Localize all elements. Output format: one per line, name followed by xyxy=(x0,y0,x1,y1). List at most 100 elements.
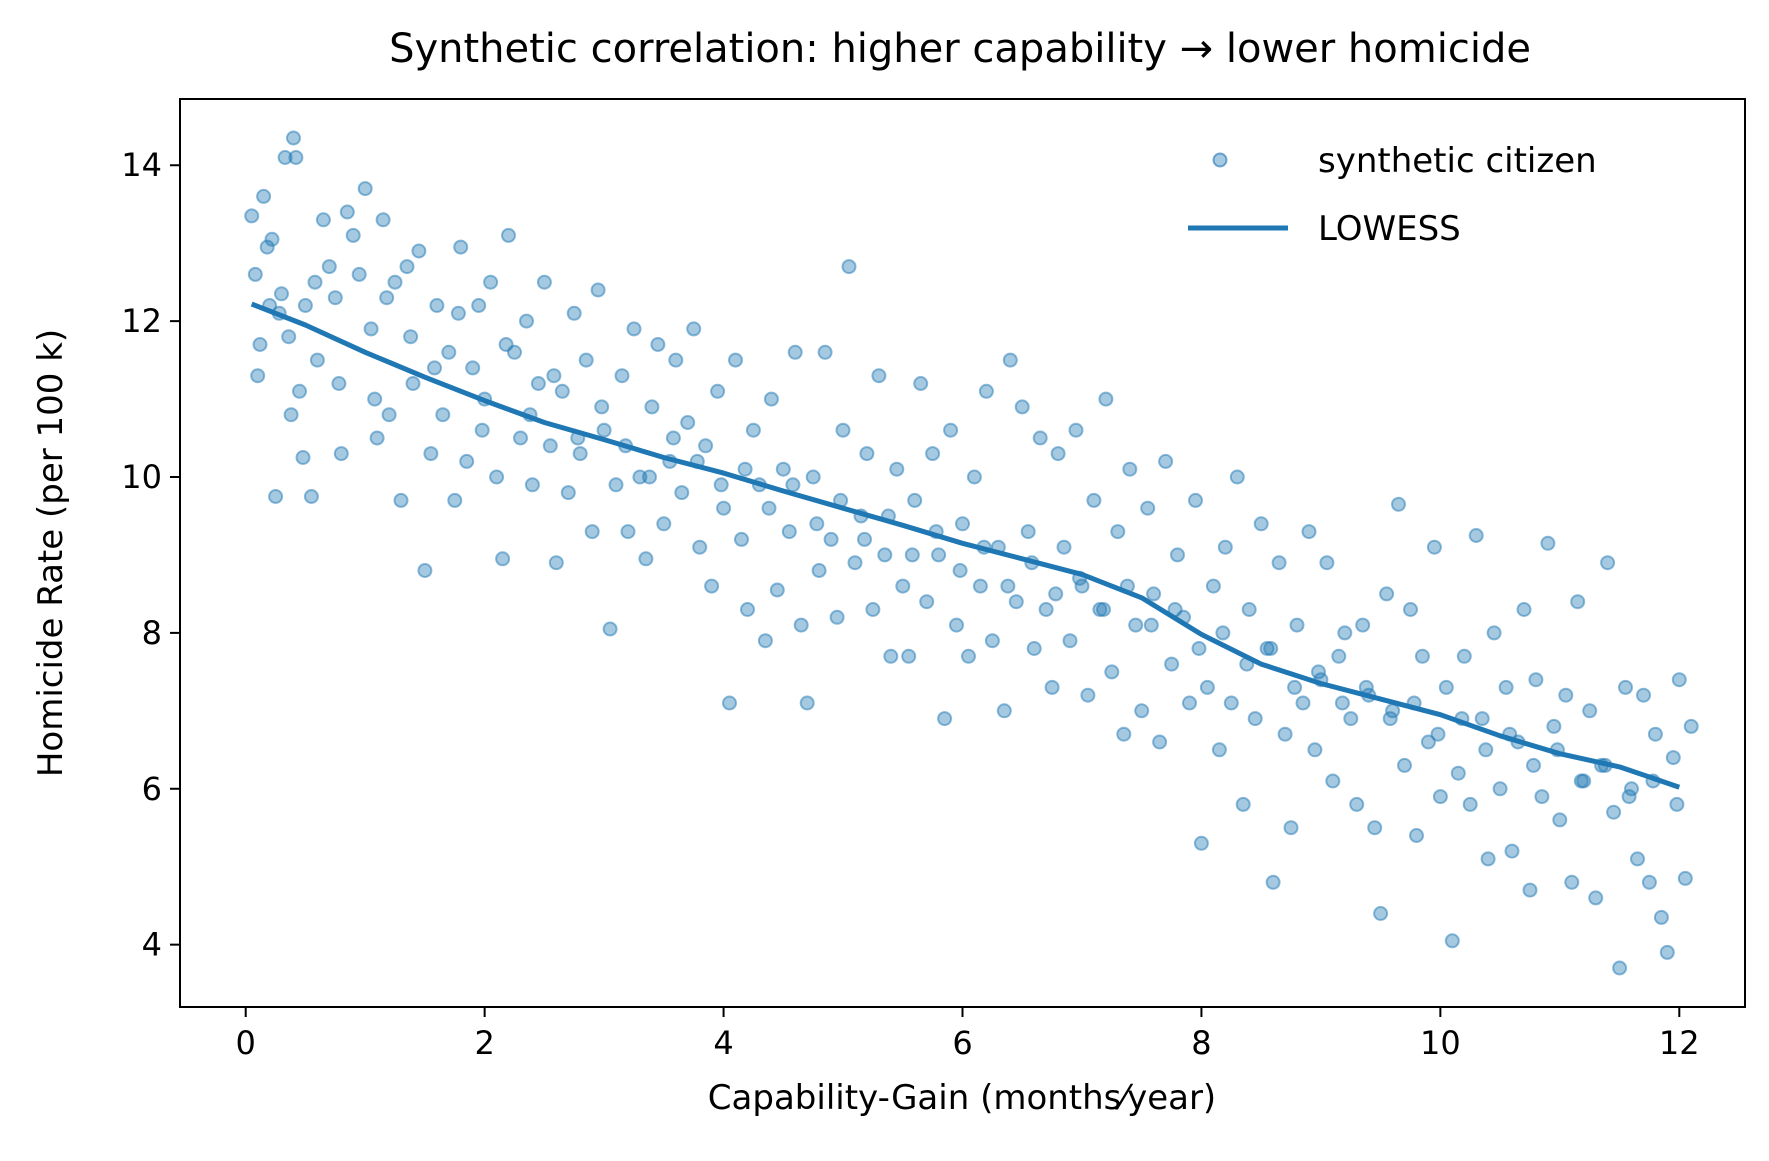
scatter-point xyxy=(327,290,343,306)
scatter-point xyxy=(427,360,442,376)
scatter-point xyxy=(1379,586,1395,602)
scatter-point xyxy=(841,259,857,275)
scatter-point xyxy=(1122,461,1138,477)
x-tick-label: 8 xyxy=(1191,1024,1211,1062)
legend: synthetic citizen LOWESS xyxy=(1188,141,1597,249)
scatter-point xyxy=(566,305,582,321)
scatter-point xyxy=(435,407,451,423)
scatter-point xyxy=(1621,789,1637,805)
scatter-point xyxy=(1480,851,1496,867)
scatter-point xyxy=(1552,812,1568,828)
scatter-point xyxy=(1528,672,1544,688)
scatter-point xyxy=(1217,539,1233,555)
scatter-point xyxy=(952,563,968,578)
scatter-point xyxy=(925,446,941,462)
scatter-point xyxy=(1128,617,1144,633)
scatter-point xyxy=(381,407,397,423)
scatter-point xyxy=(403,329,419,345)
scatter-point xyxy=(799,695,815,711)
x-tick-label: 4 xyxy=(713,1024,733,1062)
scatter-point xyxy=(333,446,349,462)
scatter-point xyxy=(913,376,929,391)
scatter-point xyxy=(1014,399,1030,415)
scatter-point xyxy=(1307,742,1323,758)
scatter-point xyxy=(483,274,499,290)
y-tick-label: 14 xyxy=(121,146,162,184)
scatter-point xyxy=(1636,687,1651,703)
scatter-point xyxy=(602,621,618,637)
scatter-point xyxy=(787,344,803,360)
scatter-point xyxy=(1462,796,1478,812)
scatter-point xyxy=(1683,718,1699,734)
scatter-point xyxy=(1241,602,1257,617)
scatter-point xyxy=(572,446,588,462)
scatter-point xyxy=(1098,391,1114,407)
scatter-point xyxy=(907,492,923,508)
legend-label-line: LOWESS xyxy=(1318,209,1461,249)
scatter-point xyxy=(411,243,427,259)
scatter-point xyxy=(1534,789,1550,805)
scatter-point xyxy=(1199,679,1215,695)
scatter-point xyxy=(495,551,511,567)
scatter-point xyxy=(775,461,791,477)
scatter-point xyxy=(1367,820,1383,836)
scatter-point xyxy=(1606,804,1622,820)
scatter-point xyxy=(1647,726,1663,742)
scatter-point xyxy=(297,298,313,313)
scatter-point xyxy=(1032,430,1048,446)
scatter-point xyxy=(286,130,301,146)
scatter-point xyxy=(1426,539,1442,555)
scatter-point xyxy=(1498,679,1514,695)
scatter-point xyxy=(268,489,284,504)
scatter-point xyxy=(1546,718,1562,734)
scatter-point xyxy=(1669,796,1685,812)
scatter-point xyxy=(1287,679,1303,695)
scatter-point xyxy=(429,298,445,313)
scatter-point xyxy=(1193,835,1209,851)
scatter-point xyxy=(686,321,702,337)
scatter-point xyxy=(1653,909,1669,925)
scatter-point xyxy=(489,469,505,485)
scatter-point xyxy=(303,489,319,504)
scatter-point xyxy=(1235,796,1251,812)
scatter-point xyxy=(614,368,630,384)
scatter-point xyxy=(244,208,260,224)
scatter-point xyxy=(620,524,636,540)
y-axis-ticks: 4 6 8 10 12 14 xyxy=(121,146,180,964)
scatter-point xyxy=(339,204,355,220)
scatter-point xyxy=(763,391,779,407)
scatter-point xyxy=(901,648,917,664)
scatter-point xyxy=(626,321,642,337)
scatter-point xyxy=(536,274,552,290)
scatter-point xyxy=(1086,492,1102,508)
scatter-point xyxy=(1191,641,1207,656)
scatter-point xyxy=(1564,874,1580,890)
y-tick-label: 4 xyxy=(142,926,162,964)
scatter-point xyxy=(644,399,660,415)
y-tick-label: 10 xyxy=(121,458,162,496)
scatter-point xyxy=(387,274,403,290)
scatter-point xyxy=(1343,711,1359,727)
scatter-point xyxy=(1247,711,1263,727)
scatter-point xyxy=(1068,422,1084,438)
scatter-point xyxy=(1432,789,1448,805)
legend-marker-scatter xyxy=(1212,152,1228,168)
scatter-point xyxy=(1158,453,1174,469)
scatter-point xyxy=(811,563,827,578)
scatter-point xyxy=(1504,843,1520,859)
scatter-point xyxy=(379,290,395,306)
scatter-point xyxy=(793,617,809,633)
scatter-point xyxy=(757,633,773,649)
scatter-point xyxy=(1355,617,1371,633)
scatter-point xyxy=(465,360,481,376)
lowess-line xyxy=(250,301,1681,790)
scatter-point xyxy=(295,450,311,465)
scatter-point xyxy=(363,321,379,337)
scatter-point xyxy=(984,633,1000,649)
scatter-point xyxy=(713,477,729,493)
scatter-point xyxy=(292,383,307,399)
scatter-point xyxy=(450,305,466,321)
scatter-point xyxy=(1289,617,1305,633)
scatter-point xyxy=(1492,781,1508,797)
scatter-point xyxy=(761,500,777,516)
